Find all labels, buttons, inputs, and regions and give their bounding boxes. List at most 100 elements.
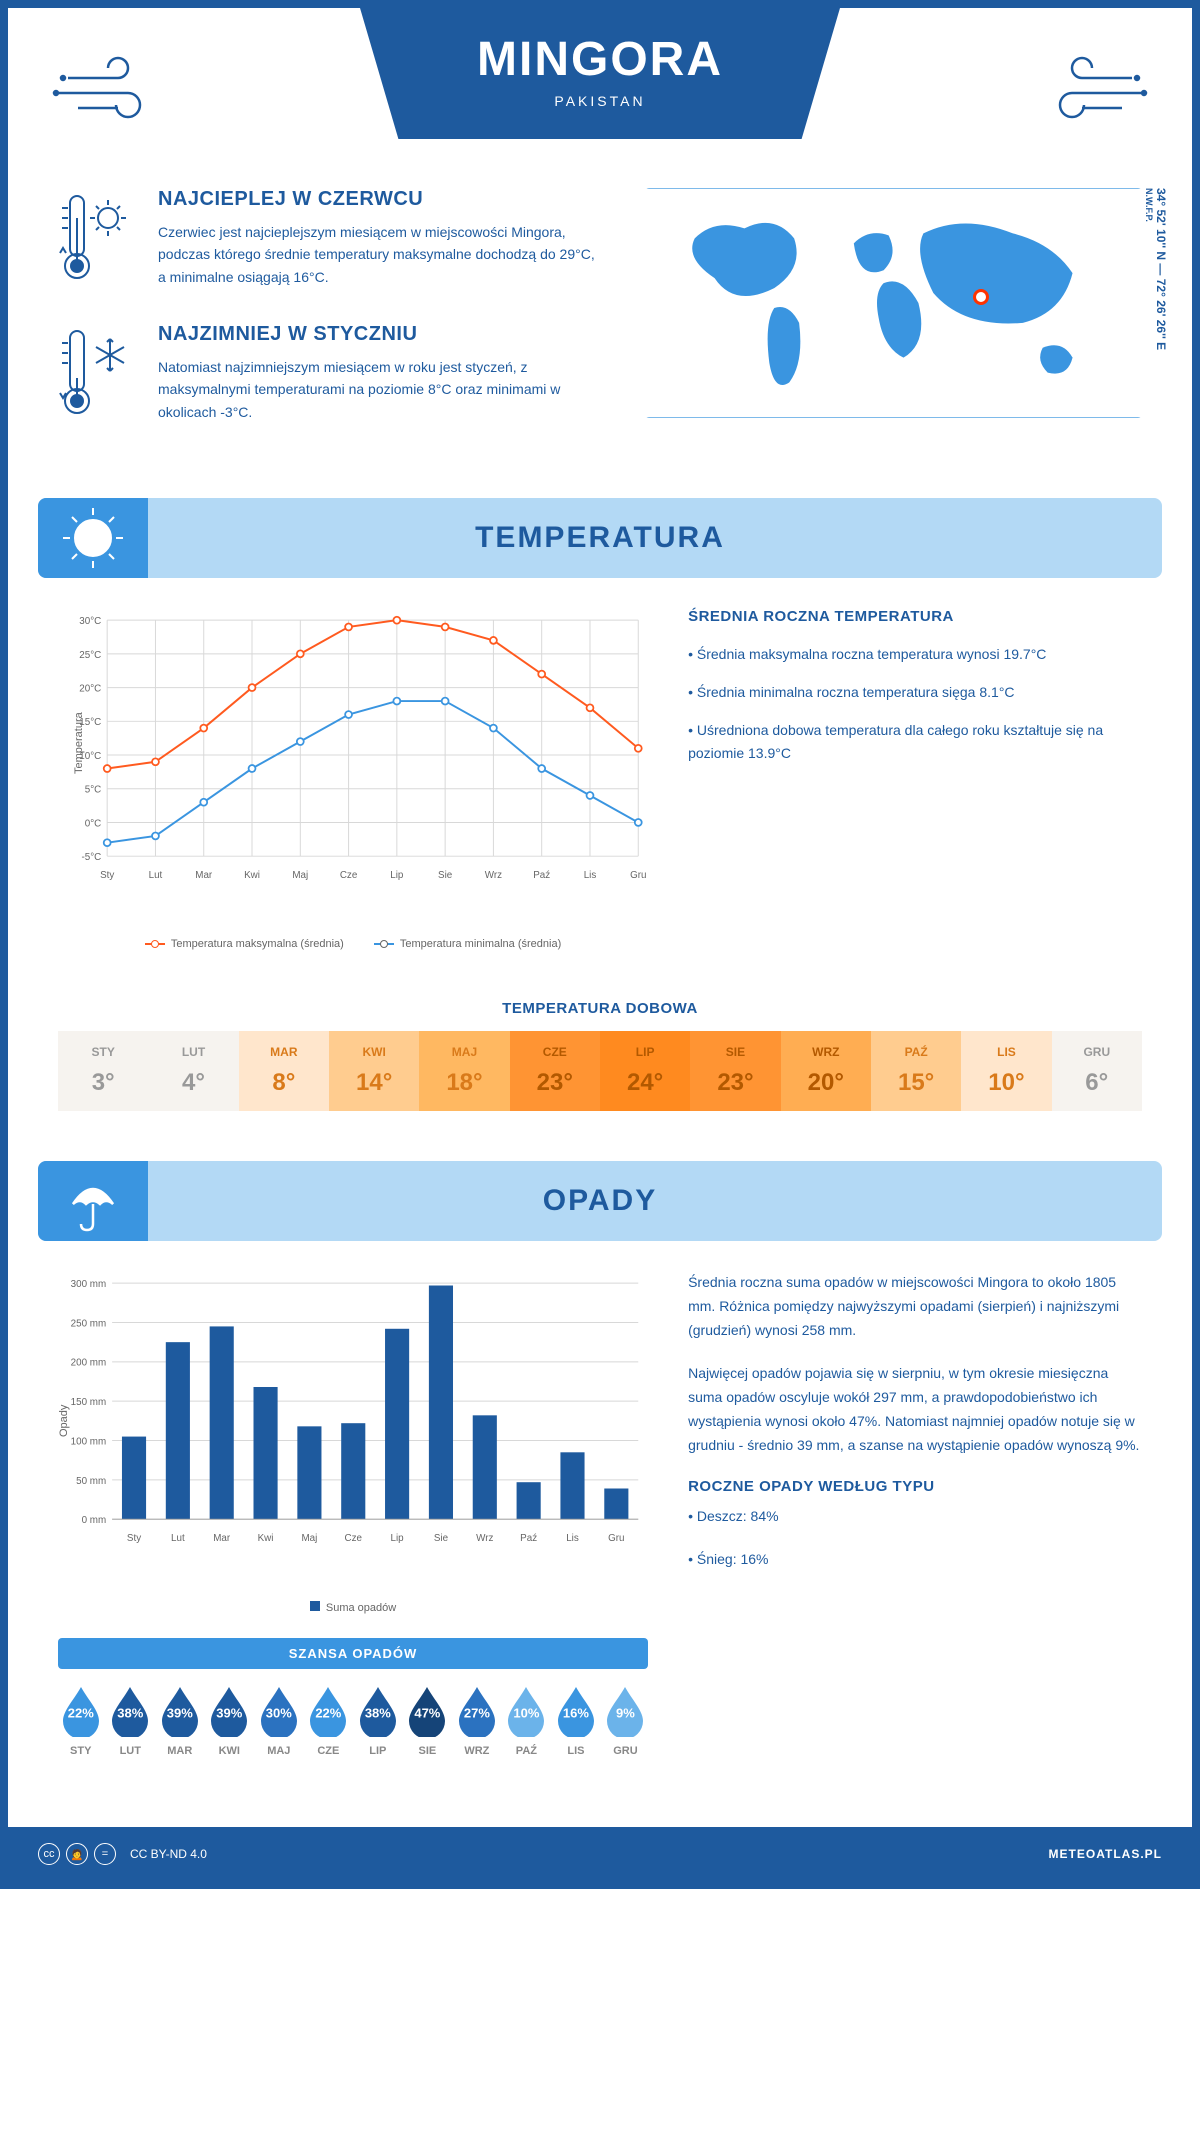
legend-min: Temperatura minimalna (średnia): [374, 938, 561, 950]
daily-temp-cell: KWI14°: [329, 1031, 419, 1111]
svg-text:150 mm: 150 mm: [71, 1397, 107, 1408]
summary-line: • Uśredniona dobowa temperatura dla całe…: [688, 719, 1142, 767]
svg-text:Paź: Paź: [533, 870, 550, 881]
svg-text:Sie: Sie: [434, 1533, 449, 1544]
svg-text:Lis: Lis: [566, 1533, 579, 1544]
hottest-title: NAJCIEPLEJ W CZERWCU: [158, 188, 605, 211]
umbrella-icon: [38, 1161, 148, 1241]
chance-drop: 22%STY: [58, 1683, 104, 1757]
svg-text:Lut: Lut: [171, 1533, 185, 1544]
precipitation-chance-row: 22%STY38%LUT39%MAR39%KWI30%MAJ22%CZE38%L…: [58, 1683, 648, 1757]
svg-text:200 mm: 200 mm: [71, 1358, 107, 1369]
daily-temperature-table: STY3°LUT4°MAR8°KWI14°MAJ18°CZE23°LIP24°S…: [58, 1031, 1142, 1111]
nd-icon: =: [94, 1843, 116, 1865]
daily-temp-cell: GRU6°: [1052, 1031, 1142, 1111]
summary-line: • Średnia minimalna roczna temperatura s…: [688, 681, 1142, 705]
coldest-text: Natomiast najzimniejszym miesiącem w rok…: [158, 356, 605, 423]
footer-brand: METEOATLAS.PL: [1049, 1847, 1162, 1861]
svg-text:Lis: Lis: [584, 870, 597, 881]
bar-legend: Suma opadów: [58, 1601, 648, 1614]
license-badge: cc 🙍 = CC BY-ND 4.0: [38, 1843, 207, 1865]
svg-text:50 mm: 50 mm: [76, 1476, 106, 1487]
city-title: MINGORA: [360, 32, 840, 87]
daily-temp-cell: PAŹ15°: [871, 1031, 961, 1111]
svg-text:Gru: Gru: [630, 870, 646, 881]
svg-text:300 mm: 300 mm: [71, 1279, 107, 1290]
hottest-text: Czerwiec jest najcieplejszym miesiącem w…: [158, 221, 605, 288]
svg-text:Cze: Cze: [345, 1533, 363, 1544]
svg-text:25°C: 25°C: [79, 650, 101, 661]
svg-text:Paź: Paź: [520, 1533, 537, 1544]
chance-drop: 39%KWI: [207, 1683, 253, 1757]
temperature-section-header: TEMPERATURA: [38, 498, 1162, 578]
coldest-title: NAJZIMNIEJ W STYCZNIU: [158, 323, 605, 346]
svg-text:Sie: Sie: [438, 870, 453, 881]
daily-temp-title: TEMPERATURA DOBOWA: [8, 1000, 1192, 1017]
svg-text:Maj: Maj: [292, 870, 308, 881]
cc-icon: cc: [38, 1843, 60, 1865]
svg-text:0°C: 0°C: [85, 818, 102, 829]
country-label: PAKISTAN: [360, 93, 840, 109]
svg-text:Mar: Mar: [195, 870, 213, 881]
svg-text:Lut: Lut: [149, 870, 163, 881]
type-line: • Deszcz: 84%: [688, 1505, 1142, 1529]
daily-temp-cell: WRZ20°: [781, 1031, 871, 1111]
svg-text:-5°C: -5°C: [81, 852, 101, 863]
chance-drop: 22%CZE: [306, 1683, 352, 1757]
daily-temp-cell: LUT4°: [148, 1031, 238, 1111]
chance-drop: 30%MAJ: [256, 1683, 302, 1757]
wind-icon: [1032, 48, 1152, 133]
wind-icon: [48, 48, 168, 133]
thermometer-cold-icon: [58, 323, 138, 428]
precipitation-section-header: OPADY: [38, 1161, 1162, 1241]
sun-icon: [38, 498, 148, 578]
chance-drop: 9%GRU: [603, 1683, 649, 1757]
svg-text:Kwi: Kwi: [244, 870, 260, 881]
title-banner: MINGORA PAKISTAN: [360, 8, 840, 139]
svg-text:Wrz: Wrz: [476, 1533, 493, 1544]
svg-text:Kwi: Kwi: [258, 1533, 274, 1544]
svg-text:Lip: Lip: [390, 870, 404, 881]
temperature-line-chart: Temperatura -5°C0°C5°C10°C15°C20°C25°C30…: [58, 608, 648, 950]
chance-drop: 39%MAR: [157, 1683, 203, 1757]
chance-drop: 27%WRZ: [454, 1683, 500, 1757]
chance-drop: 38%LIP: [355, 1683, 401, 1757]
svg-text:Sty: Sty: [127, 1533, 141, 1544]
svg-text:Cze: Cze: [340, 870, 358, 881]
svg-text:Sty: Sty: [100, 870, 114, 881]
daily-temp-cell: SIE23°: [690, 1031, 780, 1111]
thermometer-hot-icon: [58, 188, 138, 293]
header: MINGORA PAKISTAN: [8, 8, 1192, 188]
svg-text:5°C: 5°C: [85, 785, 102, 796]
by-icon: 🙍: [66, 1843, 88, 1865]
daily-temp-cell: STY3°: [58, 1031, 148, 1111]
legend-max: Temperatura maksymalna (średnia): [145, 938, 344, 950]
type-line: • Śnieg: 16%: [688, 1548, 1142, 1572]
hottest-block: NAJCIEPLEJ W CZERWCU Czerwiec jest najci…: [58, 188, 605, 293]
precipitation-bar-chart: Opady 0 mm50 mm100 mm150 mm200 mm250 mm3…: [58, 1271, 648, 1797]
coordinates: 34° 52' 10'' N — 72° 26' 26'' E N.W.F.P.: [1144, 188, 1168, 350]
chance-drop: 38%LUT: [108, 1683, 154, 1757]
temperature-summary: ŚREDNIA ROCZNA TEMPERATURA • Średnia mak…: [688, 608, 1142, 950]
svg-text:20°C: 20°C: [79, 684, 101, 695]
svg-text:Mar: Mar: [213, 1533, 231, 1544]
precipitation-summary: Średnia roczna suma opadów w miejscowośc…: [688, 1271, 1142, 1797]
coldest-block: NAJZIMNIEJ W STYCZNIU Natomiast najzimni…: [58, 323, 605, 428]
svg-text:100 mm: 100 mm: [71, 1436, 107, 1447]
daily-temp-cell: MAR8°: [239, 1031, 329, 1111]
world-map: 34° 52' 10'' N — 72° 26' 26'' E N.W.F.P.: [645, 188, 1142, 458]
daily-temp-cell: LIS10°: [961, 1031, 1051, 1111]
chance-drop: 10%PAŹ: [504, 1683, 550, 1757]
daily-temp-cell: CZE23°: [510, 1031, 600, 1111]
svg-text:Maj: Maj: [301, 1533, 317, 1544]
chance-drop: 47%SIE: [405, 1683, 451, 1757]
svg-text:250 mm: 250 mm: [71, 1318, 107, 1329]
daily-temp-cell: LIP24°: [600, 1031, 690, 1111]
svg-text:0 mm: 0 mm: [82, 1515, 107, 1526]
svg-text:Wrz: Wrz: [485, 870, 502, 881]
summary-line: • Średnia maksymalna roczna temperatura …: [688, 643, 1142, 667]
chance-drop: 16%LIS: [553, 1683, 599, 1757]
svg-text:Lip: Lip: [391, 1533, 405, 1544]
footer: cc 🙍 = CC BY-ND 4.0 METEOATLAS.PL: [8, 1827, 1192, 1881]
chance-title: SZANSA OPADÓW: [58, 1638, 648, 1669]
